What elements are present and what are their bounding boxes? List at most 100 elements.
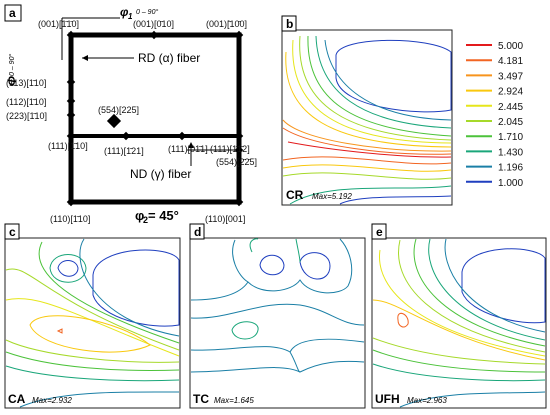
contour-line bbox=[5, 351, 180, 371]
contour-line bbox=[38, 241, 180, 344]
legend-value: 2.924 bbox=[498, 87, 523, 98]
panel-b-frame bbox=[281, 29, 453, 206]
panel-d-sample-name: TC bbox=[193, 392, 209, 406]
contour-line bbox=[282, 127, 452, 155]
contour-line bbox=[292, 39, 452, 144]
contour-line bbox=[335, 39, 452, 113]
contour-line bbox=[399, 391, 546, 408]
contour-line bbox=[398, 239, 546, 353]
contour-line bbox=[282, 156, 452, 165]
panel-d-frame bbox=[189, 237, 366, 409]
panel-c: c CA Max=2.932 bbox=[4, 223, 181, 409]
panel-d-letter-box bbox=[189, 223, 205, 240]
panel-c-letter: c bbox=[9, 225, 16, 239]
phi1-range: 0 – 90° bbox=[136, 8, 158, 16]
label-gamma-left: (111)[1̄10] bbox=[48, 141, 88, 151]
panel-c-sample-name: CA bbox=[8, 392, 26, 406]
phi2-subscript: 2 bbox=[143, 215, 148, 225]
marker-gamma-011 bbox=[177, 131, 187, 141]
panel-e-sample-name: UFH bbox=[375, 392, 400, 406]
nd-fiber-arrowhead bbox=[188, 142, 194, 148]
contour-line bbox=[289, 185, 452, 205]
legend-value: 3.497 bbox=[498, 71, 523, 82]
contour-line bbox=[372, 349, 546, 373]
marker-bottom-left bbox=[66, 197, 76, 207]
label-112: (112)[1̄10] bbox=[6, 97, 46, 107]
panel-e-letter-box bbox=[371, 223, 387, 240]
contour-line bbox=[324, 39, 452, 121]
contour-line bbox=[49, 254, 87, 283]
marker-gamma-121 bbox=[121, 131, 131, 141]
panel-a-letter: a bbox=[9, 6, 16, 20]
contour-line bbox=[372, 337, 546, 365]
panel-e: e UFH Max=2.963 bbox=[371, 223, 547, 409]
rd-fiber-arrowhead bbox=[82, 55, 88, 61]
Phi-range: 0 – 90° bbox=[8, 54, 16, 76]
panel-e-frame bbox=[371, 237, 547, 409]
marker-554-225bar bbox=[234, 145, 244, 155]
contour-line bbox=[299, 252, 331, 280]
marker-112 bbox=[66, 96, 76, 106]
contour-line bbox=[295, 238, 301, 263]
panel-b: b CR Max=5.192 bbox=[281, 15, 453, 206]
contour-line bbox=[249, 238, 259, 253]
legend-value: 5.000 bbox=[498, 41, 523, 52]
contour-line bbox=[378, 249, 546, 357]
phi1-subscript: 1 bbox=[128, 12, 133, 21]
contour-line bbox=[307, 35, 452, 137]
panel-c-max-value: Max=2.932 bbox=[32, 396, 72, 405]
contour-legend: 5.000 4.181 3.497 2.924 2.445 2.045 1.710 1.430… bbox=[466, 41, 523, 189]
label-gamma-011: (111)[01̄1] bbox=[168, 144, 208, 154]
marker-gamma-left bbox=[66, 131, 76, 141]
marker-top-left bbox=[66, 30, 76, 40]
label-top-right: (001)[̄10̄0] bbox=[206, 19, 247, 29]
nd-fiber-label: ND (γ) fiber bbox=[130, 167, 191, 181]
panel-e-letter: e bbox=[376, 225, 383, 239]
contour-line bbox=[372, 299, 546, 361]
phi2-section-label: φ 2 = 45° bbox=[135, 208, 179, 225]
panel-c-frame bbox=[4, 237, 181, 409]
panel-d-letter: d bbox=[194, 225, 201, 239]
contour-line bbox=[19, 391, 180, 408]
panel-d-max-value: Max=1.645 bbox=[214, 396, 254, 405]
contour-line bbox=[259, 254, 285, 276]
legend-value: 1.710 bbox=[498, 132, 523, 143]
label-223: (223)[1̄10] bbox=[6, 111, 47, 121]
marker-bottom-right bbox=[234, 197, 244, 207]
contour-line bbox=[287, 141, 452, 158]
contour-line bbox=[79, 238, 180, 337]
panel-a: a φ 1 0 – 90° Φ 0 – 90° bbox=[4, 4, 257, 225]
panel-b-max-value: Max=5.192 bbox=[312, 192, 352, 201]
contour-line bbox=[461, 248, 546, 324]
legend-value: 2.045 bbox=[498, 117, 523, 128]
contour-line bbox=[92, 249, 180, 327]
phi1-axis-label: φ 1 0 – 90° bbox=[120, 5, 158, 21]
phi1-symbol: φ bbox=[120, 5, 129, 19]
label-bottom-right: (110)[001] bbox=[205, 214, 245, 224]
panel-b-letter: b bbox=[286, 17, 293, 31]
contour-line bbox=[231, 321, 259, 340]
panel-d: d TC Max=1.645 bbox=[189, 223, 366, 409]
panel-a-letter-box bbox=[4, 4, 22, 22]
contour-line bbox=[289, 351, 301, 373]
panel-e-contours bbox=[372, 238, 546, 408]
contour-line bbox=[282, 164, 452, 172]
marker-554-225 bbox=[106, 113, 122, 129]
contour-line bbox=[57, 260, 79, 277]
label-554-225bar: (554)[2̄2̄5] bbox=[216, 157, 257, 167]
legend-value: 1.430 bbox=[498, 147, 523, 158]
contour-line bbox=[29, 315, 151, 353]
label-gamma-121: (111)[1̄21] bbox=[104, 146, 144, 156]
contour-line bbox=[299, 35, 452, 141]
marker-top-right bbox=[234, 30, 244, 40]
contour-line bbox=[339, 195, 452, 205]
orientation-markers bbox=[66, 30, 244, 207]
contour-line bbox=[444, 238, 546, 333]
panel-b-sample-name: CR bbox=[286, 188, 304, 202]
Phi-axis-label: Φ 0 – 90° bbox=[5, 54, 19, 86]
contour-line bbox=[5, 339, 180, 363]
contour-line bbox=[315, 35, 452, 129]
panel-b-letter-box bbox=[281, 15, 297, 32]
phi2-symbol: φ bbox=[135, 208, 144, 223]
Phi-symbol: Φ bbox=[5, 76, 19, 86]
